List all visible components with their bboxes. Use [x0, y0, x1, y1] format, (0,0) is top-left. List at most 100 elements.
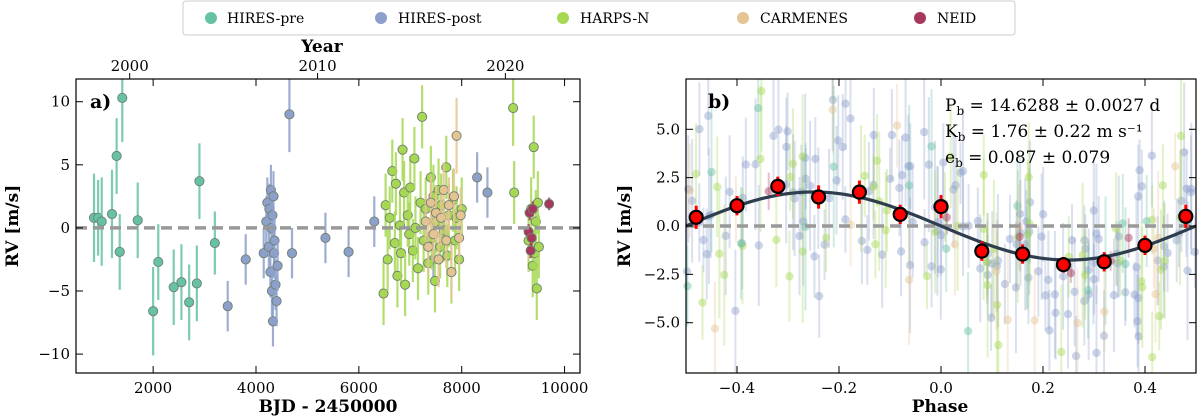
carmenes-folded-point	[685, 186, 695, 195]
hires-post-folded-point	[920, 238, 929, 247]
hires-post-folded-point	[1183, 266, 1192, 275]
hires-post-folded-point	[687, 196, 697, 206]
harps-n-folded-point	[1160, 256, 1169, 265]
harps-n-folded-point	[821, 233, 831, 242]
hires-post-folded-point	[1041, 291, 1050, 300]
hires-pre-point	[148, 306, 159, 317]
hires-post-folded-point	[1163, 248, 1172, 258]
carmenes-folded-point	[950, 240, 960, 249]
hires-post-folded-point	[1137, 182, 1147, 191]
harps-n-folded-point	[1155, 312, 1164, 321]
hires-pre-folded-point	[683, 281, 692, 291]
binned-point	[974, 243, 990, 259]
hires-post-point	[320, 232, 331, 244]
hires-post-folded-point	[901, 133, 910, 142]
panel-a-y-tick-label: 0	[60, 219, 70, 237]
hires-post-folded-point	[936, 230, 946, 240]
hires-post-folded-point	[1153, 256, 1162, 265]
hires-pre-point	[191, 278, 202, 289]
neid-folded-point	[1015, 232, 1024, 242]
legend: HIRES-pre HIRES-post HARPS-N CARMENES NE…	[182, 0, 1016, 36]
carmenes-folded-point	[1073, 318, 1082, 328]
panel-a-y-tick-label: −10	[38, 345, 70, 363]
hires-post-folded-point	[1015, 209, 1025, 219]
harps-n-folded-point	[720, 270, 729, 280]
panel-a-y-tick-label: −5	[48, 282, 70, 300]
harps-n-point	[409, 153, 420, 164]
hires-pre-point	[106, 208, 118, 220]
hires-post-folded-point	[1094, 234, 1103, 244]
hires-post-folded-point	[983, 270, 992, 280]
binned-point	[1055, 257, 1072, 273]
hires-post-folded-point	[795, 231, 804, 241]
hires-post-point	[268, 191, 279, 202]
hires-pre-point	[184, 297, 195, 308]
neid-point	[525, 245, 536, 256]
carmenes-folded-point	[1003, 315, 1012, 324]
harps-n-point	[508, 102, 519, 114]
harps-n-point	[412, 263, 424, 274]
harps-n-point	[533, 241, 544, 252]
panel-b-x-axis-title: Phase	[912, 397, 969, 416]
harps-n-folded-point	[756, 154, 765, 164]
harps-n-folded-point	[715, 249, 724, 258]
hires-pre-point	[117, 92, 128, 103]
hires-post-folded-point	[949, 185, 958, 194]
harps-n-point	[400, 279, 411, 290]
hires-post-folded-point	[956, 168, 965, 177]
carmenes-folded-point	[828, 105, 837, 114]
hires-post-folded-point	[838, 142, 847, 152]
harps-n-folded-point	[798, 247, 807, 256]
panel-a-x-tick-label: 6000	[340, 379, 378, 397]
hires-post-folded-point	[869, 130, 879, 140]
hires-pre-folded-point	[942, 244, 951, 253]
hires-post-folded-point	[1187, 184, 1196, 194]
harps-n-point	[390, 178, 401, 189]
hires-post-folded-point	[857, 236, 867, 246]
hires-post-folded-point	[1134, 293, 1143, 303]
carmenes-folded-point	[904, 275, 914, 285]
harps-n-folded-point	[1137, 277, 1146, 286]
hires-post-folded-point	[783, 127, 792, 136]
harps-n-point	[378, 288, 389, 299]
hires-post-folded-point	[895, 183, 904, 193]
hires-post-folded-point	[782, 142, 791, 152]
hires-post-folded-point	[1182, 184, 1191, 193]
carmenes-point	[433, 254, 444, 265]
hires-pre-folded-point	[927, 142, 936, 151]
hires-pre-folded-point	[963, 326, 973, 336]
hires-post-folded-point	[1159, 262, 1168, 271]
hires-post-folded-point	[976, 264, 985, 273]
harps-n-folded-point	[946, 152, 955, 162]
panel-a-x-axis-title: BJD - 2450000	[259, 397, 398, 416]
hires-post-folded-point	[834, 136, 843, 145]
legend-label-carmenes: CARMENES	[760, 11, 848, 27]
hires-post-folded-point	[1025, 198, 1035, 207]
hires-post-folded-point	[725, 187, 734, 197]
harps-n-folded-point	[869, 182, 878, 192]
panel-b: −0.4 −0.2 0.0 0.2 0.4 −5.0 −2.5 0.0 2.5 5.0 b) P…	[615, 78, 1200, 416]
harps-n-point	[397, 144, 408, 155]
hires-post-folded-point	[1132, 263, 1141, 272]
hires-post-folded-point	[1022, 217, 1031, 226]
hires-post-folded-point	[1044, 275, 1053, 285]
panel-a-x-tick-label: 4000	[237, 379, 275, 397]
hires-post-folded-point	[897, 170, 907, 180]
panel-a-y-axis-title: RV [m/s]	[3, 185, 23, 268]
hires-pre-folded-point	[1121, 259, 1130, 269]
hires-pre-point	[194, 176, 205, 187]
hires-post-folded-point	[1045, 326, 1054, 335]
legend-marker-neid	[914, 12, 926, 24]
harps-n-folded-point	[992, 300, 1002, 310]
carmenes-point	[454, 232, 465, 244]
hires-pre-folded-point	[1142, 216, 1151, 226]
hires-post-folded-point	[1005, 234, 1015, 244]
hires-pre-point	[153, 256, 164, 268]
panel-b-y-tick-label: 0.0	[656, 217, 680, 235]
neid-folded-point	[1066, 268, 1076, 278]
carmenes-point	[451, 130, 462, 141]
hires-post-folded-point	[1186, 188, 1196, 197]
hires-post-folded-point	[1080, 296, 1089, 306]
hires-pre-point	[132, 215, 143, 226]
